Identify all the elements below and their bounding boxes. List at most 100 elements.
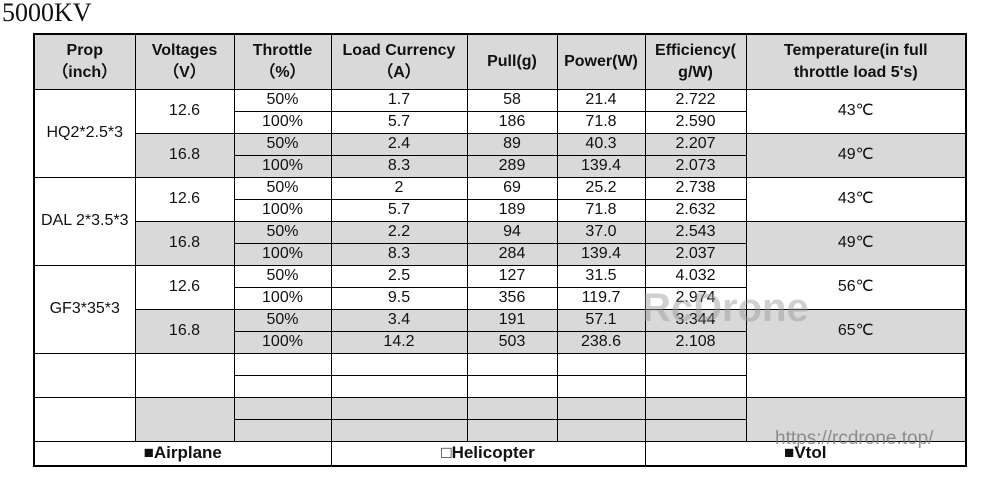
voltage-cell: 16.8 — [134, 308, 235, 354]
power-cell: 21.4 — [556, 88, 646, 112]
pull-cell: 94 — [466, 220, 558, 244]
table-row: ■Airplane □Helicopter ■Vtol — [33, 440, 967, 467]
throttle-cell: 50% — [233, 132, 332, 156]
efficiency-cell: 2.108 — [644, 330, 747, 354]
header-cell: Voltages （V） — [134, 33, 235, 90]
power-cell: 25.2 — [556, 176, 646, 200]
empty-cell — [330, 352, 468, 376]
efficiency-cell: 2.722 — [644, 88, 747, 112]
empty-cell — [330, 396, 468, 420]
throttle-cell: 50% — [233, 88, 332, 112]
empty-cell — [233, 374, 332, 398]
pull-cell: 189 — [466, 198, 558, 222]
title: 5000KV — [2, 0, 92, 27]
empty-cell — [33, 396, 136, 442]
empty-cell — [466, 374, 558, 398]
load-current-cell: 8.3 — [330, 242, 468, 266]
throttle-cell: 50% — [233, 264, 332, 288]
temperature-cell: 43℃ — [745, 176, 967, 222]
pull-cell: 191 — [466, 308, 558, 332]
throttle-cell: 50% — [233, 176, 332, 200]
prop-cell: DAL 2*3.5*3 — [33, 176, 136, 266]
empty-cell — [556, 396, 646, 420]
efficiency-cell: 2.974 — [644, 286, 747, 310]
empty-cell — [466, 352, 558, 376]
empty-cell — [33, 352, 136, 398]
header-cell: Efficiency( g/W) — [644, 33, 747, 90]
empty-cell — [134, 352, 235, 398]
footer-cell: ■Vtol — [644, 440, 967, 467]
throttle-cell: 100% — [233, 110, 332, 134]
power-cell: 40.3 — [556, 132, 646, 156]
voltage-cell: 12.6 — [134, 264, 235, 310]
empty-cell — [556, 374, 646, 398]
empty-cell — [466, 396, 558, 420]
table-row — [34, 374, 966, 398]
table-row: 100% 8.3 284 139.4 2.037 — [34, 242, 966, 266]
footer-cell: □Helicopter — [330, 440, 646, 467]
header-cell: Throttle （%） — [233, 33, 332, 90]
throttle-cell: 100% — [233, 154, 332, 178]
header-cell: Prop （inch） — [33, 33, 136, 90]
power-cell: 139.4 — [556, 242, 646, 266]
table-row: Prop （inch） Voltages （V） Throttle （%） Load … — [33, 33, 967, 90]
table-row: 100% 5.7 186 71.8 2.590 — [34, 110, 966, 134]
empty-cell — [644, 374, 747, 398]
load-current-cell: 2.4 — [330, 132, 468, 156]
header-cell: Power(W) — [556, 33, 646, 90]
power-cell: 139.4 — [556, 154, 646, 178]
load-current-cell: 14.2 — [330, 330, 468, 354]
load-current-cell: 1.7 — [330, 88, 468, 112]
empty-cell — [556, 418, 646, 442]
empty-cell — [644, 418, 747, 442]
pull-cell: 284 — [466, 242, 558, 266]
table-row — [33, 352, 967, 398]
table-row: DAL 2*3.5*3 12.6 50% 2 69 25.2 2.738 43℃ — [33, 176, 967, 266]
voltage-cell: 16.8 — [134, 220, 235, 266]
pull-cell: 89 — [466, 132, 558, 156]
efficiency-cell: 4.032 — [644, 264, 747, 288]
header-cell: Temperature(in full throttle load 5's) — [745, 33, 967, 90]
empty-cell — [134, 396, 235, 442]
efficiency-cell: 2.207 — [644, 132, 747, 156]
temperature-cell: 49℃ — [745, 132, 967, 178]
load-current-cell: 2.2 — [330, 220, 468, 244]
power-cell: 71.8 — [556, 198, 646, 222]
temperature-cell: 43℃ — [745, 88, 967, 134]
efficiency-cell: 2.543 — [644, 220, 747, 244]
efficiency-cell: 2.738 — [644, 176, 747, 200]
power-cell: 31.5 — [556, 264, 646, 288]
table-row: 100% 8.3 289 139.4 2.073 — [34, 154, 966, 178]
power-cell: 119.7 — [556, 286, 646, 310]
throttle-cell: 100% — [233, 286, 332, 310]
power-cell: 71.8 — [556, 110, 646, 134]
empty-cell — [330, 418, 468, 442]
temperature-cell: 49℃ — [745, 220, 967, 266]
empty-cell — [233, 418, 332, 442]
empty-cell — [233, 352, 332, 376]
load-current-cell: 8.3 — [330, 154, 468, 178]
pull-cell: 186 — [466, 110, 558, 134]
load-current-cell: 2.5 — [330, 264, 468, 288]
empty-cell — [556, 352, 646, 376]
empty-cell — [644, 396, 747, 420]
load-current-cell: 9.5 — [330, 286, 468, 310]
prop-cell: GF3*35*3 — [33, 264, 136, 354]
empty-cell — [745, 352, 967, 398]
footer-cell: ■Airplane — [33, 440, 332, 467]
load-current-cell: 5.7 — [330, 198, 468, 222]
watermark: RcDrone — [642, 286, 809, 330]
load-current-cell: 3.4 — [330, 308, 468, 332]
voltage-cell: 12.6 — [134, 176, 235, 222]
table-row: 16.8 50% 3.4 191 57.1 3.344 65℃ — [34, 308, 967, 354]
table-row: GF3*35*3 12.6 50% 2.5 127 31.5 4.032 56℃ — [33, 264, 967, 354]
empty-cell — [330, 374, 468, 398]
efficiency-cell: 2.037 — [644, 242, 747, 266]
table-row: 16.8 50% 2.2 94 37.0 2.543 49℃ — [34, 220, 967, 266]
temperature-cell: 65℃ — [745, 308, 967, 354]
efficiency-cell: 2.073 — [644, 154, 747, 178]
throttle-cell: 50% — [233, 308, 332, 332]
prop-cell: HQ2*2.5*3 — [33, 88, 136, 178]
efficiency-cell: 2.590 — [644, 110, 747, 134]
load-current-cell: 5.7 — [330, 110, 468, 134]
